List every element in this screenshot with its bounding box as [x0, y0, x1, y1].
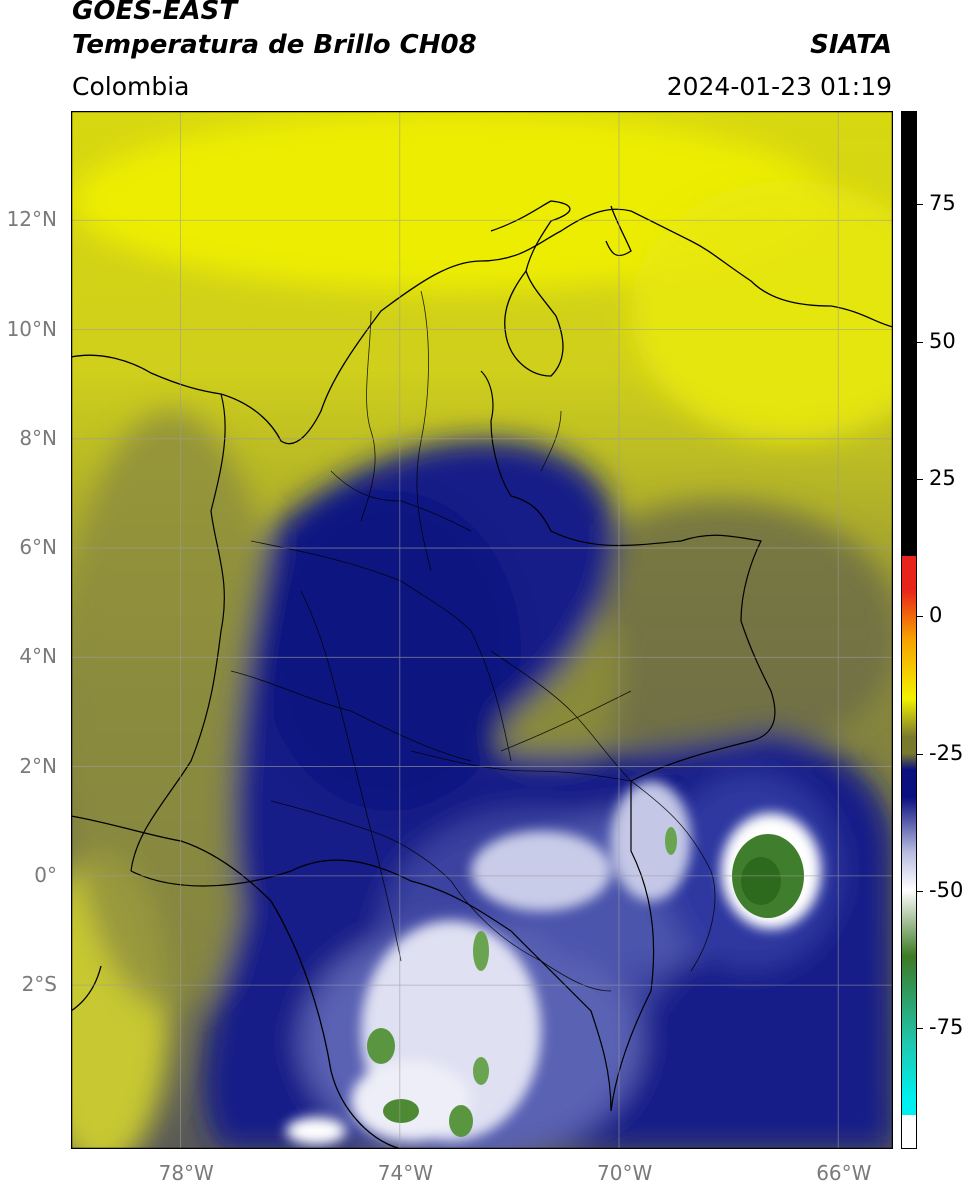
satellite-title: GOES-EAST: [72, 0, 238, 26]
colorbar-tick-mark: [917, 478, 923, 480]
temperature-colorbar: [901, 111, 917, 1149]
agency-label: SIATA: [810, 30, 892, 60]
colorbar-tick-label: 25: [929, 465, 956, 490]
colorbar-tick-mark: [917, 341, 923, 343]
department-borders: [230, 290, 716, 992]
lat-tick-label: 12°N: [6, 207, 57, 232]
colorbar-tick-mark: [917, 616, 923, 618]
colorbar-tick-mark: [917, 890, 923, 892]
coastline-borders: [71, 200, 893, 1149]
lat-tick-label: 8°N: [19, 425, 57, 450]
lon-tick-label: 74°W: [377, 1161, 434, 1185]
lon-tick-label: 78°W: [158, 1161, 214, 1185]
lat-tick-label: 4°N: [19, 644, 57, 669]
map-frame: [71, 111, 893, 1149]
lat-tick-label: 6°N: [19, 535, 57, 560]
colorbar-tick-label: -25: [929, 740, 964, 765]
national-border-colombia: [130, 370, 776, 1112]
lon-tick-label: 70°W: [597, 1161, 653, 1185]
datetime-label: 2024-01-23 01:19: [666, 72, 892, 101]
colorbar-tick-label: -50: [929, 877, 964, 902]
product-title: Temperatura de Brillo CH08: [72, 30, 477, 60]
gridlines: [71, 111, 893, 1149]
colorbar-tick-label: 0: [929, 603, 943, 628]
colorbar-tick-label: 50: [929, 328, 956, 353]
lon-tick-label: 66°W: [816, 1161, 872, 1185]
colorbar-tick-label: -75: [929, 1015, 964, 1040]
colorbar-tick-mark: [917, 753, 923, 755]
lat-tick-label: 10°N: [6, 316, 57, 341]
colorbar-tick-label: 75: [929, 191, 956, 216]
lat-tick-label: 2°N: [19, 753, 57, 778]
colorbar-tick-mark: [917, 204, 923, 206]
brightness-temperature-map: [71, 111, 893, 1149]
region-label: Colombia: [72, 72, 190, 101]
colorbar-tick-mark: [917, 1028, 923, 1030]
lat-tick-label: 0°: [34, 862, 57, 887]
lat-tick-label: 2°S: [21, 972, 57, 997]
